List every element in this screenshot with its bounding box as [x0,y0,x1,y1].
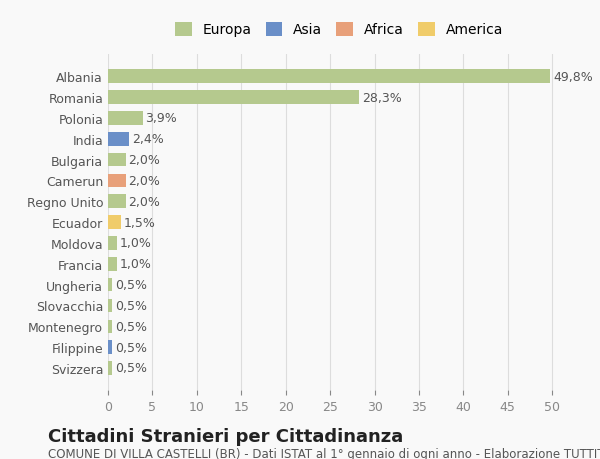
Text: Cittadini Stranieri per Cittadinanza: Cittadini Stranieri per Cittadinanza [48,427,403,445]
Bar [108,341,112,354]
Bar [108,91,359,105]
Text: 1,0%: 1,0% [119,257,151,271]
Text: 2,4%: 2,4% [132,133,164,146]
Bar [108,174,126,188]
Text: 0,5%: 0,5% [115,299,147,312]
Text: 0,5%: 0,5% [115,341,147,354]
Text: 2,0%: 2,0% [128,154,160,167]
Text: 49,8%: 49,8% [553,71,593,84]
Bar [108,70,550,84]
Text: 1,0%: 1,0% [119,237,151,250]
Bar [108,257,117,271]
Bar [108,320,112,333]
Bar [108,216,121,230]
Text: 2,0%: 2,0% [128,174,160,188]
Bar [108,237,117,250]
Bar [108,112,143,125]
Bar [108,133,130,146]
Legend: Europa, Asia, Africa, America: Europa, Asia, Africa, America [171,18,507,41]
Text: 28,3%: 28,3% [362,91,402,104]
Text: 0,5%: 0,5% [115,362,147,375]
Text: 0,5%: 0,5% [115,320,147,333]
Bar [108,153,126,167]
Text: COMUNE DI VILLA CASTELLI (BR) - Dati ISTAT al 1° gennaio di ogni anno - Elaboraz: COMUNE DI VILLA CASTELLI (BR) - Dati IST… [48,448,600,459]
Text: 0,5%: 0,5% [115,279,147,291]
Text: 2,0%: 2,0% [128,196,160,208]
Bar [108,195,126,208]
Text: 3,9%: 3,9% [145,112,177,125]
Bar [108,278,112,292]
Bar [108,361,112,375]
Bar [108,299,112,313]
Text: 1,5%: 1,5% [124,216,156,229]
